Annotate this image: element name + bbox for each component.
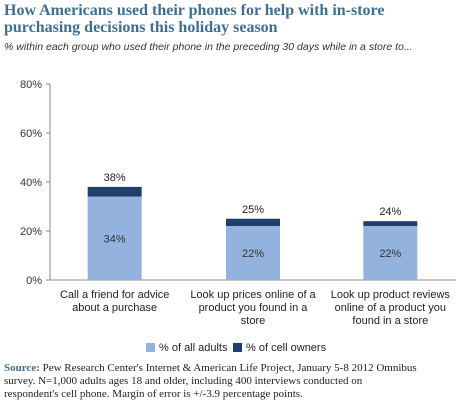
chart-title-line-1: How Americans used their phones for help… <box>4 2 384 19</box>
bar-all-adults <box>226 226 280 280</box>
value-label-cell-owners: 25% <box>242 204 264 216</box>
source-line-3: respondent's cell phone. Margin of error… <box>4 388 303 400</box>
category-label: about a purchase <box>72 302 157 314</box>
y-tick-label: 40% <box>20 177 42 189</box>
category-label: Look up product reviews <box>331 289 451 301</box>
bar-cell-owners <box>226 218 280 227</box>
value-labels: 38% 34% 25% 22% 24% 22% <box>104 172 402 260</box>
category-label: found in a store <box>352 315 428 327</box>
legend-label-cell-owners: % of cell owners <box>246 342 327 354</box>
value-label-cell-owners: 38% <box>104 172 126 184</box>
source-line-2: survey. N=1,000 adults ages 18 and older… <box>4 375 363 387</box>
value-label-all-adults: 22% <box>242 248 264 260</box>
legend: % of all adults % of cell owners <box>146 342 327 354</box>
bar-all-adults <box>363 226 418 280</box>
category-label: online of a product you <box>335 302 446 314</box>
value-label-all-adults: 22% <box>379 248 401 260</box>
bar-cell-owners <box>363 221 418 227</box>
bars <box>87 186 418 280</box>
source-label: Source: <box>4 362 40 374</box>
legend-swatch-cell-owners <box>233 343 242 352</box>
chart-title-line-2: purchasing decisions this holiday season <box>4 19 278 36</box>
category-label: product you found in a <box>199 302 309 314</box>
y-tick-label: 0% <box>26 275 42 287</box>
category-label: Look up prices online of a <box>190 289 316 301</box>
y-tick-label: 20% <box>20 226 42 238</box>
y-tick-label: 80% <box>20 79 42 91</box>
category-label: store <box>241 315 265 327</box>
svg-text:Source: Pew Research Center's: Source: Pew Research Center's Internet &… <box>4 362 417 374</box>
source-note: Source: Pew Research Center's Internet &… <box>4 362 417 400</box>
value-label-all-adults: 34% <box>104 233 126 245</box>
source-line-1: Pew Research Center's Internet & America… <box>40 362 417 374</box>
bar-cell-owners <box>87 186 142 197</box>
legend-swatch-all-adults <box>146 343 155 352</box>
legend-label-all-adults: % of all adults <box>159 342 228 354</box>
category-label: Call a friend for advice <box>60 289 169 301</box>
chart-subtitle: % within each group who used their phone… <box>4 41 413 53</box>
bar-all-adults <box>87 196 142 280</box>
y-tick-label: 60% <box>20 128 42 140</box>
value-label-cell-owners: 24% <box>379 206 401 218</box>
